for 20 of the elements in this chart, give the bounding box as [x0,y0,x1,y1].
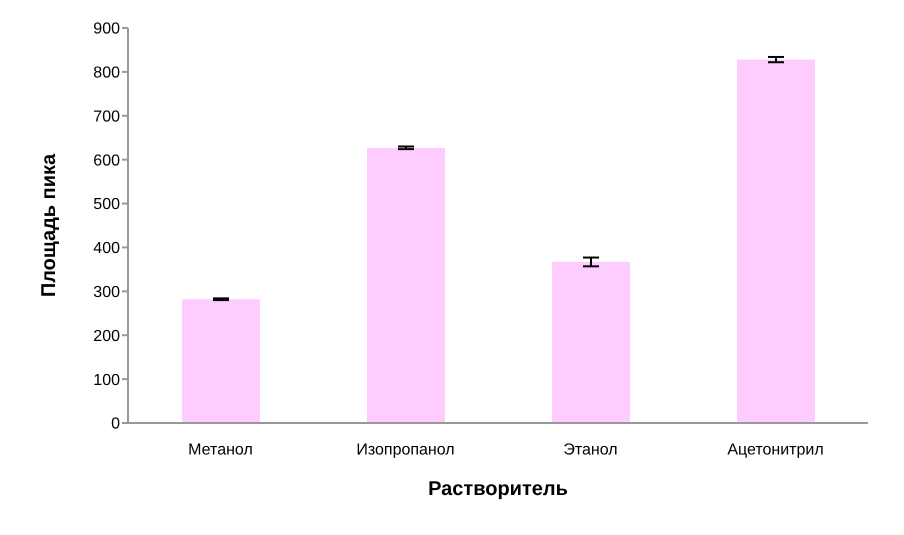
y-tick-label: 0 [111,416,120,433]
x-tick-label: Метанол [188,441,253,458]
x-tick-label: Этанол [563,441,618,458]
y-tick-label: 200 [93,328,120,345]
y-tick-label: 600 [93,152,120,170]
x-tick-label: Ацетонитрил [727,441,824,458]
bar [737,60,815,423]
y-axis-title: Площадь пика [38,152,60,298]
x-axis-title: Растворитель [428,478,568,500]
y-tick-label: 100 [93,372,120,389]
bar [182,299,260,423]
y-tick-label: 700 [93,108,120,126]
y-tick-label: 300 [93,284,120,302]
y-tick-label: 500 [93,196,120,214]
x-tick-label: Изопропанол [356,441,455,458]
bar [552,262,630,423]
y-tick-label: 900 [93,20,120,38]
y-tick-label: 800 [93,64,120,82]
bar [367,148,445,423]
y-tick-label: 400 [93,240,120,258]
